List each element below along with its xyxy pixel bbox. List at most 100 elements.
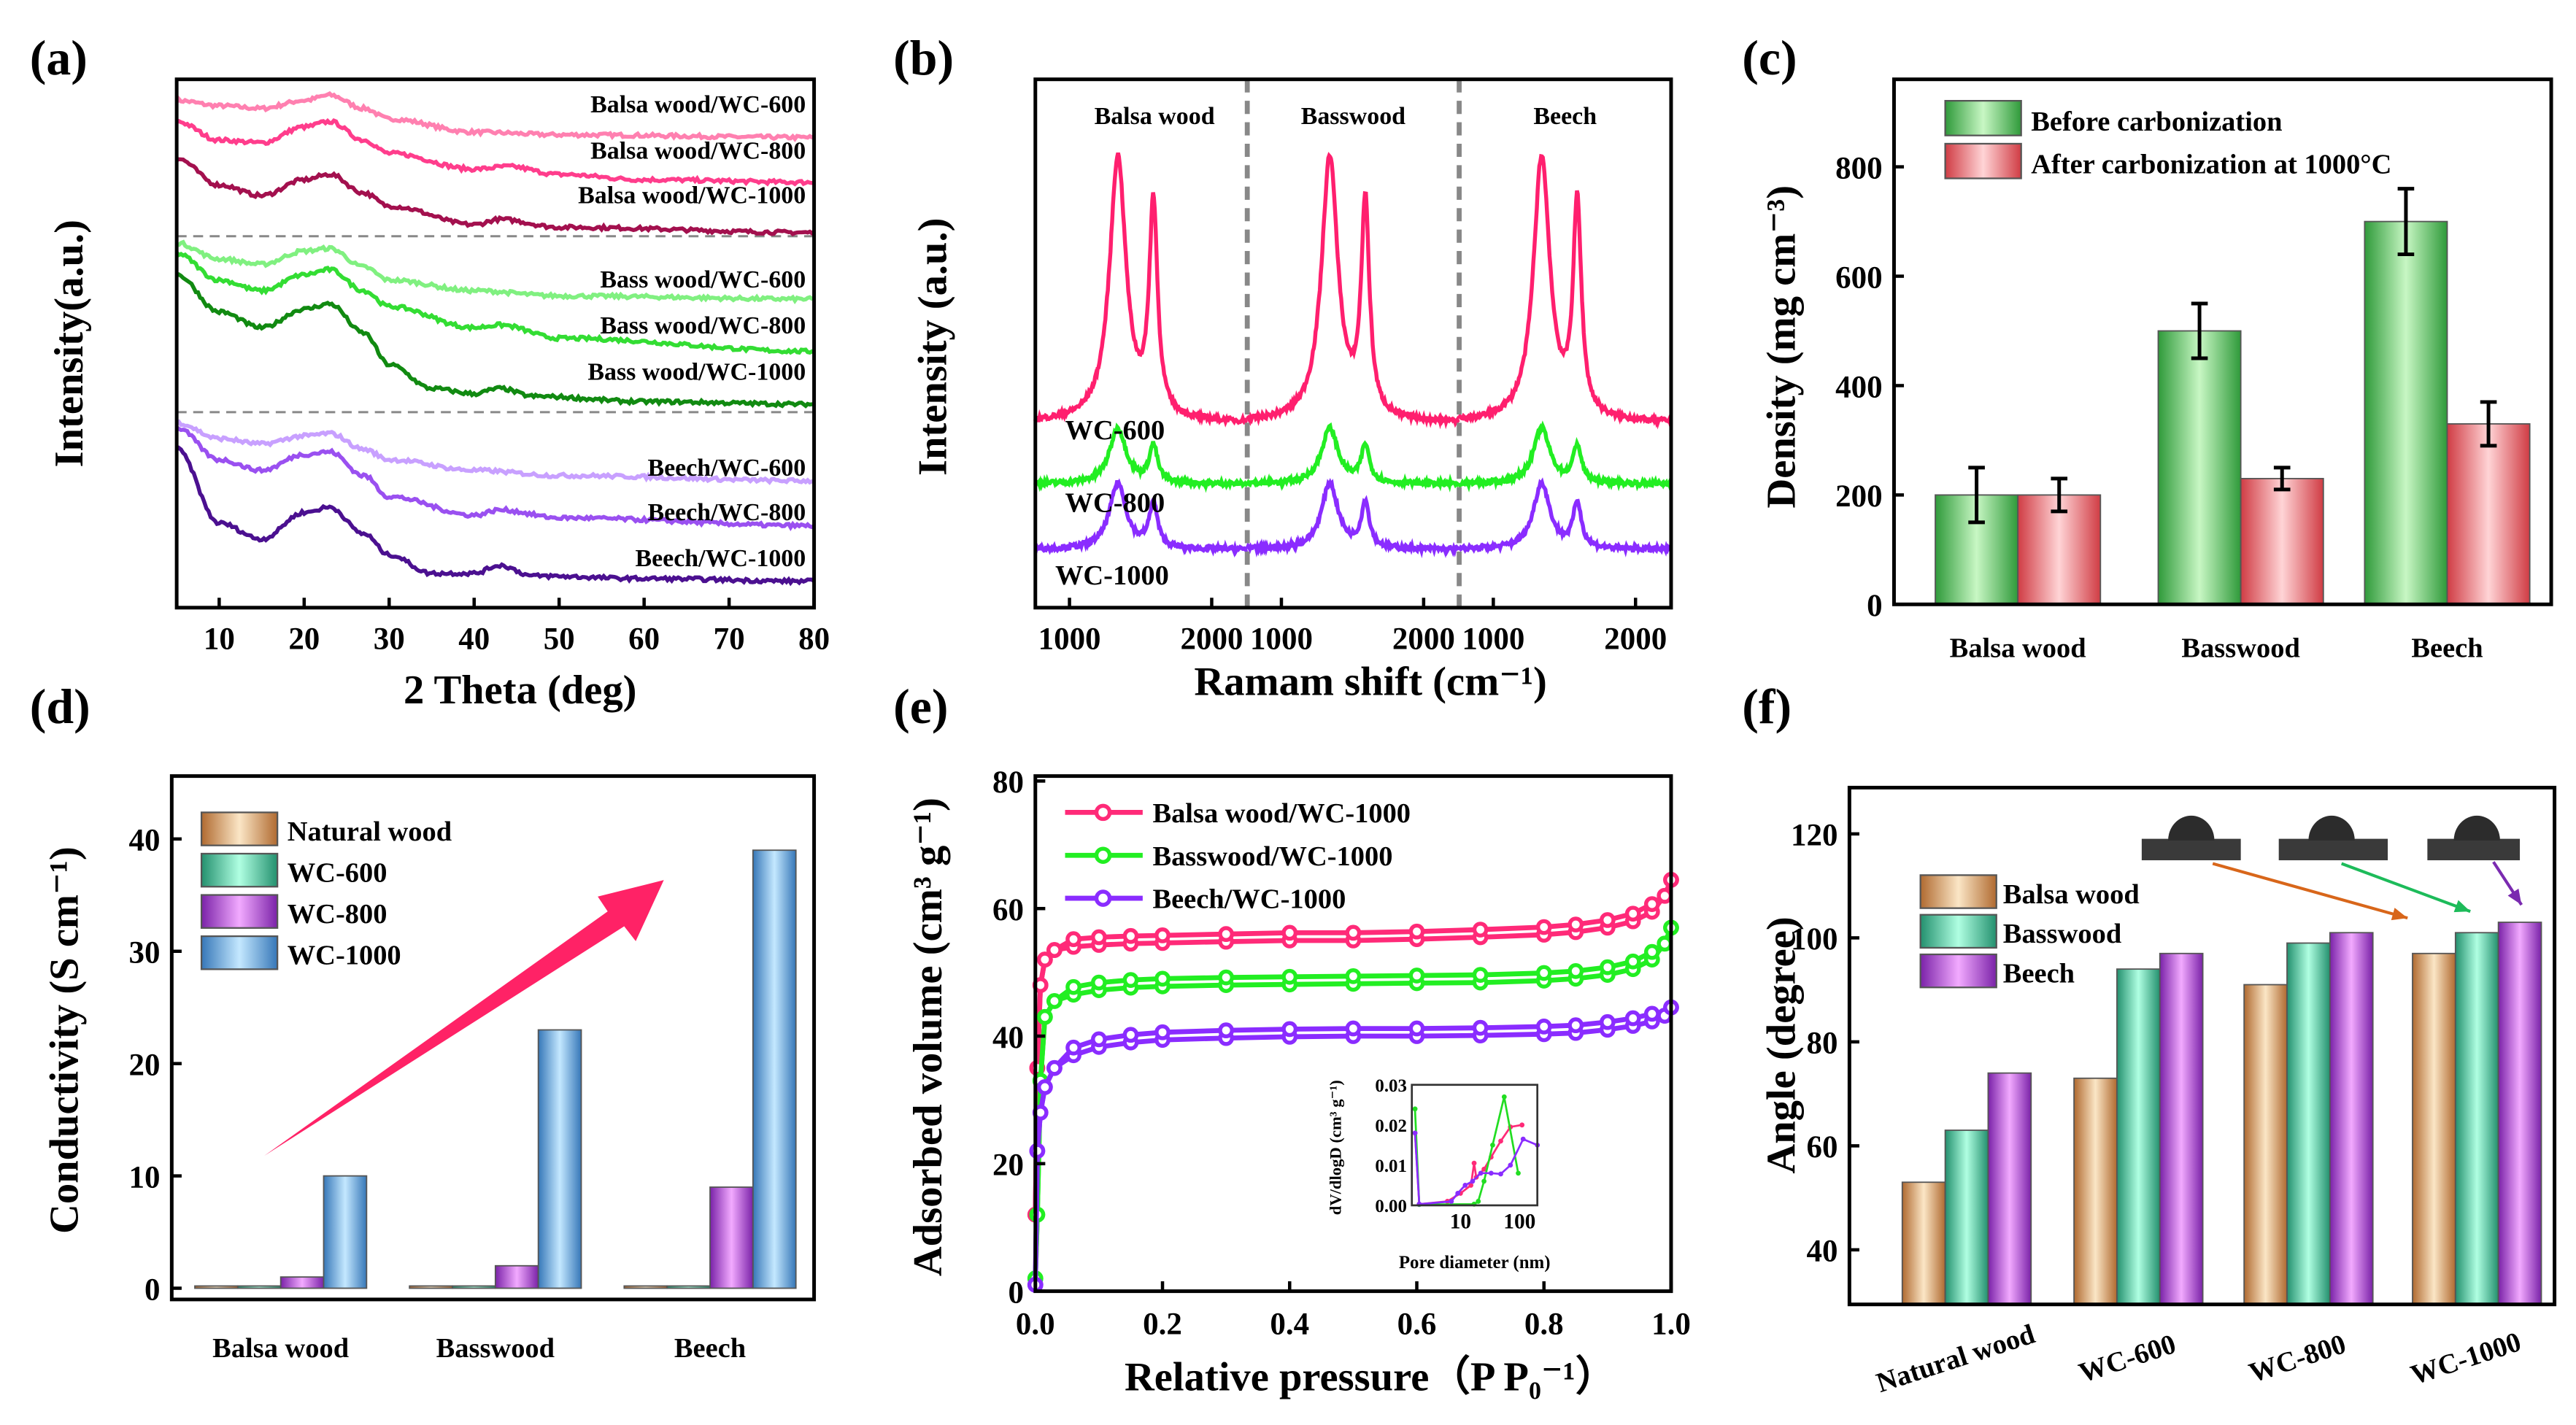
raman-y-axis-title: Intensity (a.u.) <box>911 218 956 476</box>
legend-label: After carbonization at 1000°C <box>2031 150 2391 180</box>
data-point <box>1535 965 1552 981</box>
x-category-label: Basswood <box>2181 633 2299 664</box>
series-label: WC-800 <box>1065 488 1165 519</box>
error-bar <box>2397 187 2415 257</box>
data-point <box>1535 919 1552 935</box>
inset-frame <box>1411 1084 1539 1207</box>
panel-a-xrd: Balsa wood/WC-600 Balsa wood/WC-800 Balsa … <box>174 77 830 656</box>
raman-curve <box>1033 422 1249 493</box>
series-label: Bass wood/WC-1000 <box>587 359 806 386</box>
conductivity-y-axis-title: Conductivity (S cm⁻¹) <box>42 846 87 1234</box>
inset-y-tick-label: 0.02 <box>1375 1116 1407 1136</box>
data-point <box>1345 1020 1362 1037</box>
substrate-image <box>2141 838 2241 861</box>
x-tick-label: 1.0 <box>1651 1307 1691 1341</box>
legend-label: Balsa wood <box>2003 879 2140 910</box>
x-tick-label: 0.6 <box>1397 1307 1437 1341</box>
xrd-curve <box>175 157 816 236</box>
legend-label: Beech <box>2003 958 2075 989</box>
legend-label: Before carbonization <box>2031 107 2282 137</box>
data-point <box>1065 978 1081 995</box>
y-tick-label: 80 <box>1807 1027 1838 1061</box>
bar <box>2116 968 2161 1305</box>
bar <box>2073 1077 2118 1305</box>
data-point <box>1624 953 1641 970</box>
data-point <box>1408 968 1425 984</box>
inset-data-point <box>1481 1178 1486 1184</box>
raman-curve <box>1033 478 1249 558</box>
xrd-curve <box>177 239 814 305</box>
inset-data-point <box>1508 1162 1513 1168</box>
inset-data-point <box>1490 1142 1495 1148</box>
legend-swatch <box>200 935 279 970</box>
legend-swatch <box>1944 142 2022 179</box>
x-tick-label: 2000 <box>1392 622 1455 656</box>
inset-data-point <box>1481 1167 1486 1172</box>
raman-curve <box>1457 153 1673 430</box>
data-point <box>1567 916 1584 932</box>
series-label: Beech/WC-1000 <box>635 545 806 572</box>
legend-label: WC-600 <box>288 857 387 888</box>
data-point <box>1065 931 1081 948</box>
data-point <box>1218 969 1235 986</box>
plot-frame <box>174 77 817 610</box>
y-tick-label: 40 <box>992 1021 1024 1055</box>
panel-f-contact-angle: 40 60 80 100 120 Natural wood WC-600 WC-800 WC-1… <box>1791 785 2557 1399</box>
y-tick-label: 0 <box>144 1273 161 1307</box>
xrd-curve <box>174 90 815 142</box>
y-tick-label: 20 <box>129 1049 161 1083</box>
angle-y-axis-title: Angle (degree) <box>1759 916 1805 1173</box>
legend-swatch <box>200 811 279 846</box>
legend-marker <box>1094 846 1112 865</box>
inset-data-point <box>1412 1106 1418 1112</box>
xrd-y-axis-title: Intensity(a.u.) <box>47 220 92 467</box>
data-point <box>1029 1143 1046 1159</box>
inset-data-point <box>1520 1136 1526 1142</box>
data-point <box>1122 1027 1139 1043</box>
data-point <box>1046 942 1063 958</box>
legend-label: WC-800 <box>288 899 387 930</box>
y-tick-label: 200 <box>1835 479 1882 514</box>
x-category-label: Balsa wood <box>1950 633 2086 664</box>
x-tick-label: 50 <box>544 622 575 656</box>
y-tick-label: 600 <box>1835 260 1882 295</box>
inset-data-point <box>1412 1130 1418 1136</box>
bar <box>752 849 797 1289</box>
data-point <box>1643 943 1660 960</box>
inset-y-tick-label: 0.03 <box>1375 1076 1407 1096</box>
x-tick-label: 40 <box>458 622 490 656</box>
error-bar <box>2191 301 2208 360</box>
x-tick-label: 10 <box>204 622 235 656</box>
plot-frame <box>1033 77 1673 610</box>
panel-e-bet: Balsa wood/WC-1000 Basswood/WC-1000 Beech/… <box>992 765 1691 1341</box>
inset-data-point <box>1449 1199 1454 1204</box>
x-category-label: WC-600 <box>2075 1329 2180 1389</box>
inset-y-tick-label: 0.00 <box>1375 1197 1407 1216</box>
inset-curve <box>1414 1132 1538 1205</box>
raman-curve <box>1457 477 1673 557</box>
xrd-curve <box>175 445 816 587</box>
inset-x-axis-title: Pore diameter (nm) <box>1399 1253 1551 1273</box>
y-tick-label: 20 <box>992 1148 1024 1183</box>
x-tick-label: 0.8 <box>1524 1307 1564 1341</box>
data-point <box>1643 1005 1660 1022</box>
xrd-curve <box>175 117 814 187</box>
bet-y-axis-title: Adsorbed volume (cm³ g⁻¹) <box>906 798 951 1276</box>
series-label: WC-600 <box>1065 415 1165 446</box>
data-point <box>1567 963 1584 979</box>
data-point <box>1154 1024 1171 1040</box>
x-tick-label: 70 <box>714 622 745 656</box>
bar <box>409 1285 453 1289</box>
bar <box>2243 984 2288 1305</box>
series-label: Beech/WC-800 <box>647 499 806 526</box>
data-point <box>1281 924 1298 941</box>
inset-data-point <box>1478 1170 1484 1176</box>
substrate-image <box>2427 838 2521 861</box>
y-tick-label: 120 <box>1791 819 1837 853</box>
section-label: Beech <box>1533 103 1597 130</box>
data-point <box>1091 974 1107 991</box>
data-point <box>1624 1010 1641 1027</box>
legend-label: Basswood/WC-1000 <box>1152 841 1392 872</box>
y-tick-label: 800 <box>1835 151 1882 185</box>
